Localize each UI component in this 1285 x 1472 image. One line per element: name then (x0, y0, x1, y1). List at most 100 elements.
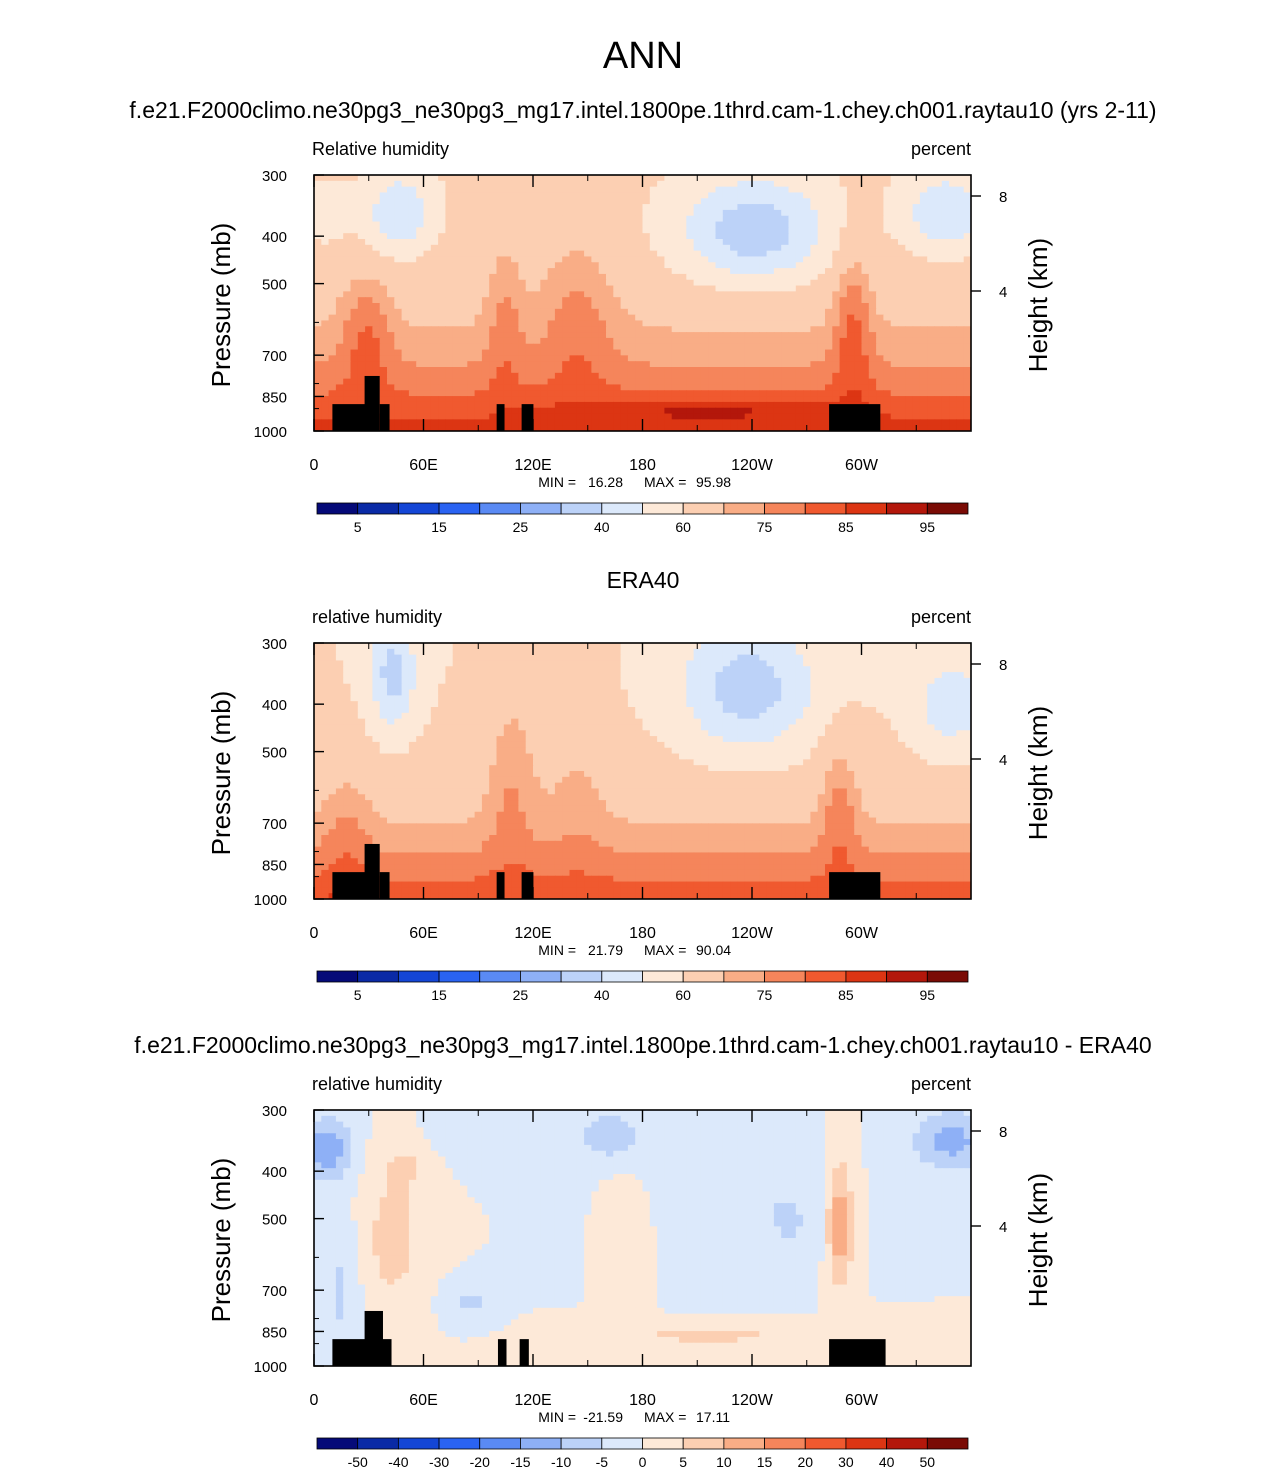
heatmap-cell (460, 326, 468, 333)
heatmap-cell (503, 285, 512, 292)
heatmap-cell (357, 677, 366, 685)
heatmap-cell (423, 180, 432, 188)
heatmap-cell (788, 303, 797, 310)
heatmap-cell (430, 643, 439, 650)
heatmap-cell (649, 695, 658, 702)
heatmap-cell (562, 297, 571, 304)
heatmap-cell (693, 204, 702, 211)
heatmap-cell (511, 204, 519, 211)
heatmap-cell (927, 666, 936, 673)
heatmap-cell (766, 337, 775, 345)
heatmap-cell (496, 256, 505, 263)
heatmap-cell (423, 256, 432, 263)
heatmap-cell (773, 337, 782, 345)
heatmap-cell (759, 180, 768, 188)
heatmap-cell (876, 396, 884, 403)
heatmap-cell (781, 349, 790, 356)
heatmap-cell (467, 239, 476, 246)
heatmap-cell (883, 372, 892, 380)
heatmap-cell (467, 361, 476, 368)
heatmap-cell (357, 244, 366, 252)
heatmap-cell (423, 262, 432, 269)
heatmap-cell (335, 337, 344, 345)
heatmap-cell (839, 372, 848, 380)
heatmap-cell (496, 204, 505, 211)
heatmap-cell (744, 291, 753, 298)
heatmap-cell (919, 378, 928, 386)
heatmap-cell (825, 291, 833, 298)
heatmap-cell (795, 215, 804, 223)
heatmap-cell (679, 215, 687, 223)
heatmap-cell (503, 303, 512, 310)
heatmap-cell (744, 215, 753, 223)
heatmap-cell (635, 337, 644, 345)
heatmap-cell (394, 355, 403, 362)
heatmap-cell (941, 672, 950, 679)
heatmap-cell (584, 279, 592, 287)
heatmap-cell (584, 419, 592, 426)
heatmap-cell (416, 367, 425, 374)
heatmap-cell (890, 372, 899, 380)
heatmap-cell (693, 326, 702, 333)
heatmap-cell (934, 401, 943, 409)
heatmap-cell (795, 683, 804, 691)
heatmap-cell (657, 256, 665, 263)
heatmap-cell (752, 666, 760, 673)
heatmap-cell (715, 239, 724, 246)
heatmap-cell (467, 648, 476, 656)
heatmap-cell (810, 367, 819, 374)
heatmap-cell (832, 204, 841, 211)
heatmap-cell (321, 666, 330, 673)
heatmap-cell (679, 337, 687, 345)
heatmap-cell (460, 337, 468, 345)
heatmap-cell (839, 198, 848, 205)
heatmap-cell (708, 215, 717, 223)
heatmap-cell (737, 689, 746, 696)
heatmap-cell (890, 648, 899, 656)
heatmap-cell (679, 244, 687, 252)
heatmap-cell (423, 355, 432, 362)
heatmap-cell (343, 643, 352, 650)
heatmap-cell (372, 244, 381, 252)
heatmap-cell (730, 372, 738, 380)
heatmap-cell (467, 186, 476, 194)
heatmap-cell (715, 285, 724, 292)
heatmap-cell (927, 695, 936, 702)
heatmap-cell (511, 227, 519, 234)
heatmap-cell (481, 701, 490, 708)
heatmap-cell (934, 180, 943, 188)
heatmap-cell (569, 677, 578, 685)
heatmap-cell (700, 419, 709, 426)
heatmap-cell (372, 221, 381, 228)
heatmap-cell (744, 239, 753, 246)
heatmap-cell (657, 355, 665, 362)
heatmap-cell (788, 180, 797, 188)
heatmap-cell (693, 695, 702, 702)
heatmap-cell (700, 198, 709, 205)
heatmap-cell (686, 672, 695, 679)
heatmap-cell (927, 343, 936, 351)
heatmap-cell (642, 378, 651, 386)
heatmap-cell (912, 227, 921, 234)
heatmap-cell (562, 250, 571, 258)
heatmap-cell (576, 337, 585, 345)
heatmap-cell (627, 279, 636, 287)
heatmap-cell (737, 198, 746, 205)
heatmap-cell (686, 285, 695, 292)
heatmap-cell (525, 285, 534, 292)
heatmap-cell (722, 268, 731, 275)
heatmap-cell (715, 355, 724, 362)
topography-mask (379, 404, 390, 431)
heatmap-cell (722, 186, 731, 194)
heatmap-cell (941, 221, 950, 228)
heatmap-cell (379, 175, 388, 182)
heatmap-cell (905, 215, 914, 223)
heatmap-cell (503, 332, 512, 339)
heatmap-cell (569, 689, 578, 696)
heatmap-cell (540, 332, 549, 339)
heatmap-cell (803, 378, 811, 386)
heatmap-cell (533, 227, 541, 234)
heatmap-cell (496, 192, 505, 199)
heatmap-cell (379, 701, 388, 708)
heatmap-cell (715, 672, 724, 679)
